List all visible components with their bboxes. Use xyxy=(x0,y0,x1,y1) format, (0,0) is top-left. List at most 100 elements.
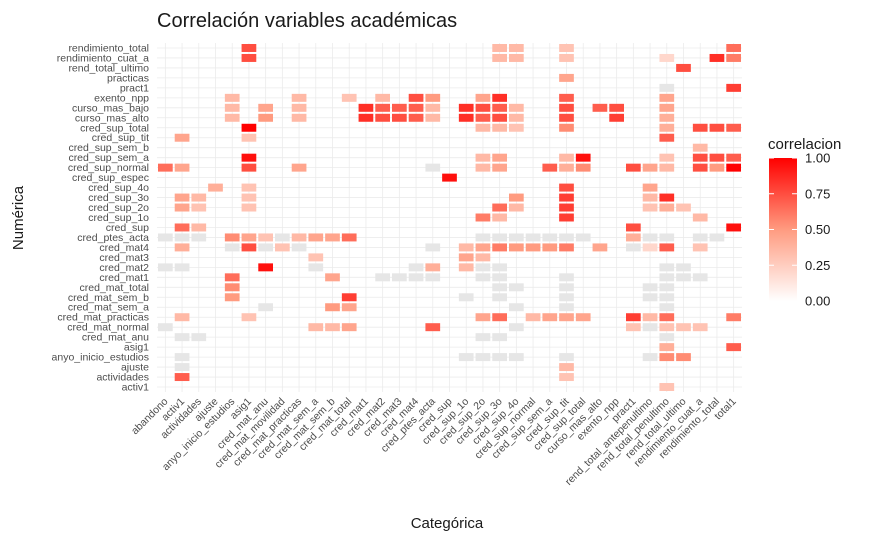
heatmap-cell xyxy=(676,353,691,362)
heatmap-cell xyxy=(475,153,491,162)
y-tick-label: rend_total_ultimo xyxy=(68,62,149,74)
y-tick-label: cred_sup_tit xyxy=(92,132,149,144)
heatmap-cell xyxy=(258,303,273,312)
y-tick-label: curso_mas_alto xyxy=(75,112,149,124)
heatmap-cell xyxy=(542,313,558,322)
heatmap-cell xyxy=(692,233,708,242)
heatmap-cell xyxy=(492,53,507,62)
legend-tick-label: 0.00 xyxy=(805,294,830,309)
heatmap-cell xyxy=(642,243,658,252)
heatmap-cell xyxy=(492,233,507,242)
heatmap-cell xyxy=(626,313,641,322)
heatmap-cell xyxy=(659,293,675,302)
heatmap-cell xyxy=(258,113,273,122)
heatmap-cell xyxy=(241,53,257,62)
heatmap-cell xyxy=(174,353,190,362)
heatmap-cell xyxy=(559,273,574,282)
heatmap-cell xyxy=(559,73,574,82)
heatmap-cell xyxy=(358,103,374,112)
heatmap-cell xyxy=(726,153,741,162)
y-tick-label: cred_mat_practicas xyxy=(57,312,149,324)
y-tick-label: exento_npp xyxy=(94,92,149,104)
heatmap-cell xyxy=(509,303,524,312)
heatmap-cell xyxy=(659,283,675,292)
heatmap-cell xyxy=(408,113,424,122)
heatmap-cell xyxy=(392,113,407,122)
heatmap-cell xyxy=(575,153,591,162)
heatmap-cell xyxy=(509,53,524,62)
heatmap-cell xyxy=(224,243,240,252)
heatmap-cell xyxy=(174,163,190,172)
heatmap-cell xyxy=(726,53,741,62)
y-tick-label: cred_mat3 xyxy=(99,252,149,264)
heatmap-cell xyxy=(575,163,591,172)
heatmap-cell xyxy=(275,233,290,242)
heatmap-cell xyxy=(475,253,491,262)
heatmap-cell xyxy=(475,233,491,242)
heatmap-cell xyxy=(325,233,340,242)
heatmap-cell xyxy=(692,213,708,222)
heatmap-cell xyxy=(392,273,407,282)
heatmap-cell xyxy=(659,273,675,282)
heatmap-cell xyxy=(642,163,658,172)
heatmap-cell xyxy=(258,243,273,252)
heatmap-cell xyxy=(659,83,675,92)
heatmap-cell xyxy=(659,153,675,162)
heatmap-cell xyxy=(492,353,507,362)
heatmap-cell xyxy=(291,103,307,112)
heatmap-cell xyxy=(726,44,741,52)
heatmap-cell xyxy=(559,293,574,302)
chart-title: Correlación variables académicas xyxy=(157,10,457,32)
heatmap-cell xyxy=(509,353,524,362)
heatmap-cell xyxy=(224,283,240,292)
heatmap-cell xyxy=(425,243,441,252)
y-tick-label: cred_sup xyxy=(106,222,149,234)
y-tick-label: ajuste xyxy=(121,362,149,374)
heatmap-cell xyxy=(659,303,675,312)
y-tick-label: cred_mat_anu xyxy=(82,332,149,344)
heatmap-cell xyxy=(224,293,240,302)
heatmap-cell xyxy=(559,193,574,202)
heatmap-cell xyxy=(709,233,725,242)
heatmap-cell xyxy=(559,203,574,212)
heatmap-cell xyxy=(425,163,441,172)
heatmap-cell xyxy=(676,273,691,282)
heatmap-cell xyxy=(224,113,240,122)
heatmap-cell xyxy=(408,103,424,112)
heatmap-cell xyxy=(659,103,675,112)
heatmap-cell xyxy=(559,113,574,122)
heatmap-cell xyxy=(158,233,173,242)
heatmap-cell xyxy=(659,113,675,122)
heatmap-cell xyxy=(692,323,708,332)
heatmap-cell xyxy=(542,233,558,242)
heatmap-cell xyxy=(241,243,257,252)
heatmap-cell xyxy=(375,93,390,102)
heatmap-cell xyxy=(509,243,524,252)
heatmap-cell xyxy=(692,123,708,132)
heatmap-cell xyxy=(275,243,290,252)
heatmap-cell xyxy=(475,103,491,112)
heatmap-cell xyxy=(191,333,207,342)
heatmap-cell xyxy=(692,163,708,172)
heatmap-cell xyxy=(492,263,507,272)
heatmap-cell xyxy=(492,44,507,52)
heatmap-cell xyxy=(726,223,741,232)
heatmap-cell xyxy=(158,263,173,272)
heatmap-cell xyxy=(358,113,374,122)
heatmap-cell xyxy=(291,243,307,252)
heatmap-cell xyxy=(659,383,675,391)
heatmap-cell xyxy=(408,273,424,282)
heatmap-cell xyxy=(174,363,190,372)
heatmap-cell xyxy=(341,93,357,102)
heatmap-cell xyxy=(475,163,491,172)
heatmap-cell xyxy=(458,353,474,362)
heatmap-cell xyxy=(492,93,507,102)
heatmap-cell xyxy=(509,44,524,52)
heatmap-cell xyxy=(492,153,507,162)
heatmap-cell xyxy=(392,103,407,112)
heatmap-cell xyxy=(291,233,307,242)
heatmap-cell xyxy=(492,273,507,282)
heatmap-cell xyxy=(224,93,240,102)
heatmap-cell xyxy=(174,233,190,242)
heatmap-cell xyxy=(475,213,491,222)
